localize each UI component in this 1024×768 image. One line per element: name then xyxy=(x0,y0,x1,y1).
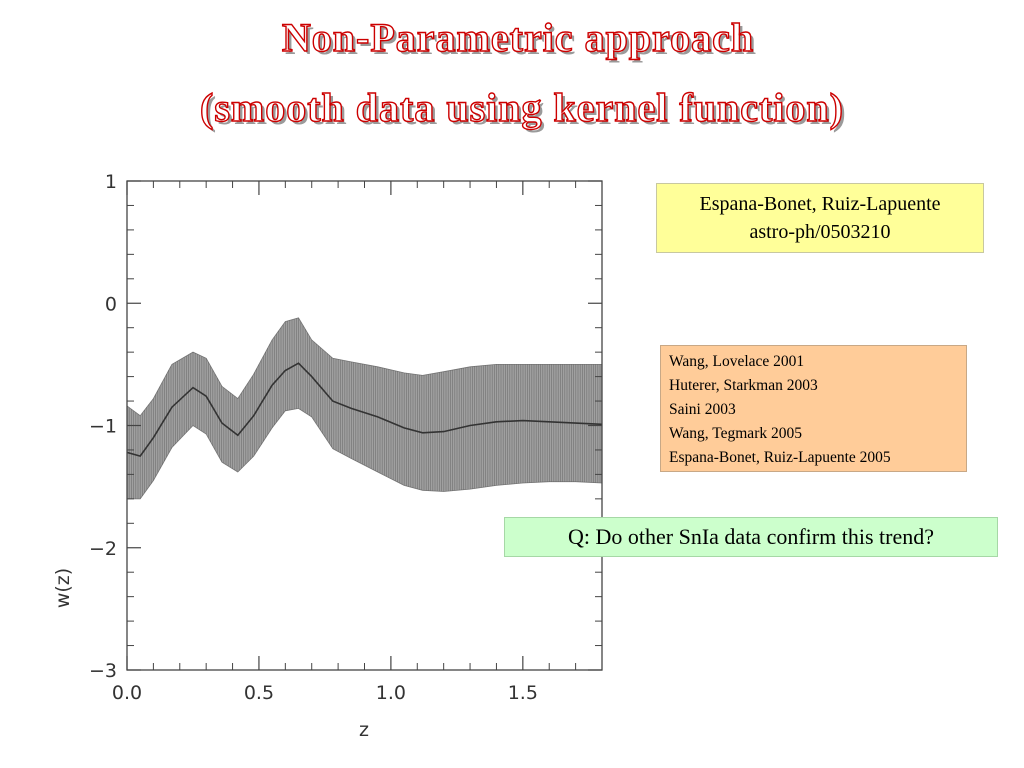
reference-item: Wang, Tegmark 2005 xyxy=(669,425,802,442)
y-tick-label: 0 xyxy=(105,293,117,315)
wz-chart: 0.0 0.5 1.0 1.5 1 0 −1 −2 −3 z w(z) xyxy=(52,171,603,741)
reference-item: Espana-Bonet, Ruiz-Lapuente 2005 xyxy=(669,449,891,466)
series-line-0 xyxy=(127,362,602,458)
citation-arxiv-id: astro-ph/0503210 xyxy=(749,221,891,243)
y-axis-label: w(z) xyxy=(52,568,74,608)
question-box: Q: Do other SnIa data confirm this trend… xyxy=(504,517,998,557)
x-tick-label: 1.0 xyxy=(376,682,406,704)
y-tick-label: −1 xyxy=(89,416,117,438)
band-hatching xyxy=(127,318,601,499)
slide-title-line-2: (smooth data using kernel function) xyxy=(199,84,844,130)
slide-title-line-1: Non-Parametric approach xyxy=(281,14,755,60)
y-tick-label: −2 xyxy=(89,538,117,560)
x-tick-label: 0.0 xyxy=(112,682,142,704)
y-tick-label: −3 xyxy=(89,660,117,682)
y-tick-label: 1 xyxy=(105,171,117,193)
x-tick-label: 0.5 xyxy=(244,682,274,704)
references-box: Wang, Lovelace 2001 Huterer, Starkman 20… xyxy=(660,345,967,472)
reference-item: Saini 2003 xyxy=(669,401,736,418)
citation-box: Espana-Bonet, Ruiz-Lapuente astro-ph/050… xyxy=(656,183,984,253)
x-axis-label: z xyxy=(359,719,369,741)
x-tick-label: 1.5 xyxy=(508,682,538,704)
reference-item: Wang, Lovelace 2001 xyxy=(669,353,805,370)
reference-item: Huterer, Starkman 2003 xyxy=(669,377,818,394)
citation-authors: Espana-Bonet, Ruiz-Lapuente xyxy=(699,193,941,215)
